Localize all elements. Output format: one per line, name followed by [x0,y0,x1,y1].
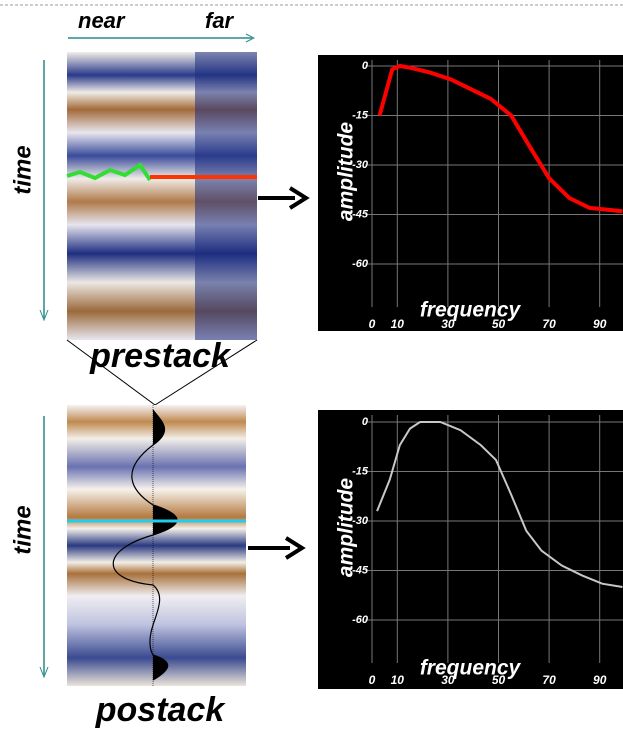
postack-image [67,405,246,686]
x-tick-label: 0 [369,317,376,331]
time-label: time [9,145,36,194]
postack-label: postack [95,691,227,729]
x-tick-label: 70 [542,317,556,331]
time-label: time [9,505,36,554]
y-axis-label: amplitude [335,478,358,577]
y-tick-label: -45 [352,208,369,220]
arrow-head [284,536,306,560]
arrow-head [39,666,49,679]
prestack-label: prestack [89,337,232,375]
arrow-head [245,33,256,43]
y-tick-label: 0 [362,416,369,428]
near-label: near [78,8,126,33]
y-tick-label: 0 [362,60,369,72]
chart-panel [318,410,623,689]
x-tick-label: 10 [391,673,405,687]
x-tick-label: 0 [369,673,376,687]
x-axis-label: frequency [420,299,522,322]
y-tick-label: -30 [352,515,369,527]
x-axis-label: frequency [420,657,522,680]
x-tick-label: 90 [593,317,607,331]
far-shading [195,52,257,340]
y-tick-label: -30 [352,159,369,171]
stack-line [66,339,156,406]
trace-fill [153,410,177,680]
spectrum-line [377,63,623,214]
y-axis-label: amplitude [335,122,358,221]
spectrum-line [376,421,623,588]
x-tick-label: 10 [391,317,405,331]
y-tick-label: -15 [352,109,369,121]
chart-panel [318,55,623,331]
x-tick-label: 30 [441,673,455,687]
arrow-head [39,309,49,322]
y-tick-label: -45 [352,564,369,576]
y-tick-label: -60 [352,258,369,270]
x-tick-label: 90 [593,673,607,687]
x-tick-label: 50 [492,317,506,331]
x-tick-label: 30 [441,317,455,331]
x-tick-label: 70 [542,673,556,687]
wiggle-trace [112,409,178,681]
pick-line [66,162,152,182]
stack-line [154,339,258,406]
far-label: far [205,8,235,33]
y-tick-label: -15 [352,465,369,477]
x-tick-label: 50 [492,673,506,687]
arrow-head [288,186,310,210]
y-tick-label: -60 [352,614,369,626]
